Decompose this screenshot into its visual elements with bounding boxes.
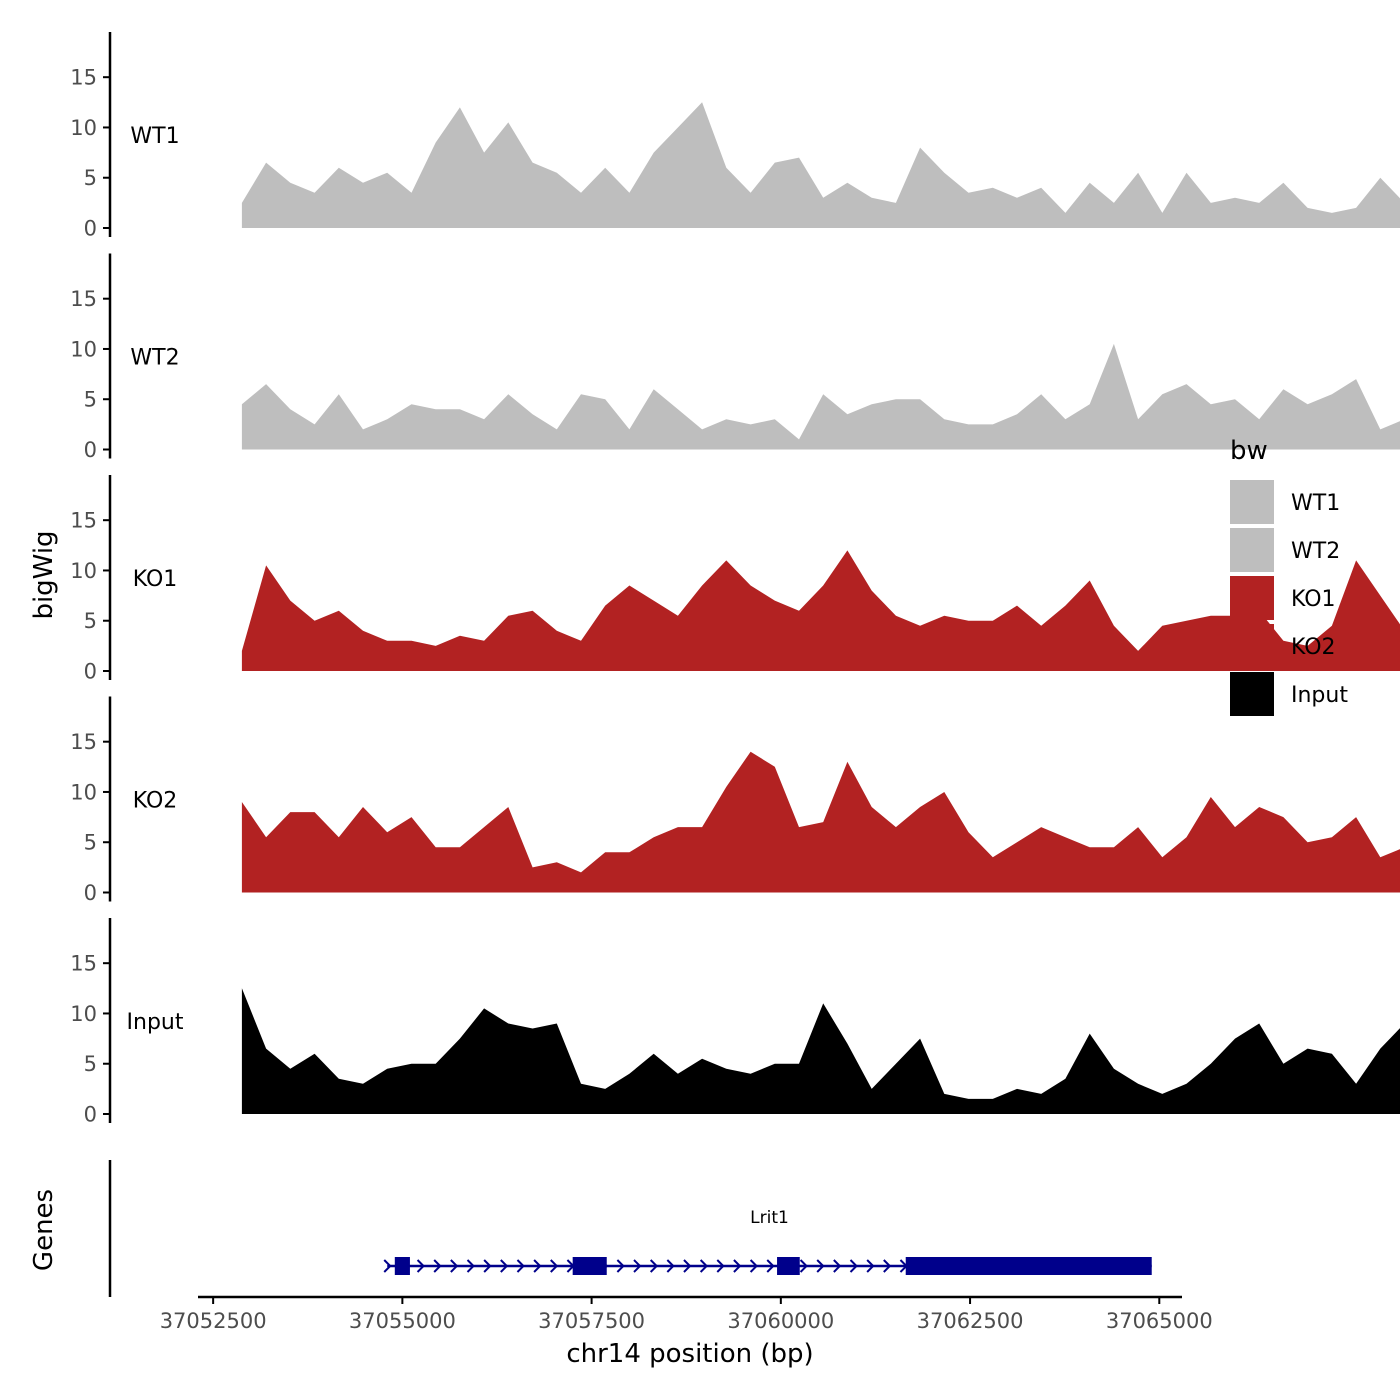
- x-tick-label: 37055000: [349, 1309, 456, 1333]
- legend-swatch-ko1: [1230, 576, 1274, 620]
- y-tick-label: 15: [70, 952, 97, 976]
- track-wt2: 0 5 10 15 WT2: [70, 253, 1400, 462]
- track-label: KO2: [133, 789, 178, 814]
- x-axis: 37052500 37055000 37057500 37060000 37062500…: [160, 1295, 1213, 1333]
- x-tick-label: 37062500: [917, 1309, 1024, 1333]
- strand-arrow: [733, 1259, 742, 1273]
- strand-arrow: [466, 1259, 475, 1273]
- strand-arrow: [633, 1259, 642, 1273]
- strand-arrow: [833, 1259, 842, 1273]
- track-ko1: 0 5 10 15 KO1: [70, 475, 1400, 684]
- strand-arrow: [416, 1259, 425, 1273]
- y-tick-label: 0: [84, 217, 97, 241]
- strand-arrow: [799, 1259, 808, 1273]
- strand-arrow: [450, 1259, 459, 1273]
- gene-exon: [777, 1257, 800, 1275]
- legend-label-ko1: KO1: [1291, 587, 1336, 612]
- strand-arrow: [616, 1259, 625, 1273]
- y-tick-label: 5: [84, 1052, 97, 1076]
- coverage-area-wt1: [241, 102, 1400, 228]
- y-axis-title: bigWig: [29, 530, 59, 619]
- strand-arrow: [533, 1259, 542, 1273]
- strand-arrow: [516, 1259, 525, 1273]
- gene-track: Lrit1: [108, 1160, 1152, 1297]
- coverage-tracks: 0 5 10 15 WT1 0 5 10 15 WT2 0 5 10 15 KO1 0 5 10 15 KO2 0 5 10…: [70, 32, 1400, 1127]
- y-tick-label: 15: [70, 287, 97, 311]
- strand-arrow: [550, 1259, 559, 1273]
- track-label: WT2: [130, 346, 179, 371]
- legend-label-wt1: WT1: [1291, 491, 1340, 516]
- legend-label-ko2: KO2: [1291, 635, 1336, 660]
- y-tick-label: 15: [70, 66, 97, 90]
- y-tick-label: 0: [84, 1103, 97, 1127]
- track-input: 0 5 10 15 Input: [70, 918, 1400, 1127]
- legend-title: bw: [1230, 436, 1268, 466]
- x-tick-label: 37065000: [1106, 1309, 1213, 1333]
- strand-arrow: [649, 1259, 659, 1273]
- strand-arrow: [699, 1259, 709, 1273]
- strand-arrow: [433, 1259, 442, 1273]
- strand-arrow: [500, 1259, 509, 1273]
- track-wt1: 0 5 10 15 WT1: [70, 32, 1400, 241]
- strand-arrow: [383, 1259, 392, 1273]
- strand-arrow: [749, 1259, 758, 1273]
- coverage-area-ko1: [241, 550, 1400, 671]
- x-tick-label: 37057500: [538, 1309, 645, 1333]
- track-label: Input: [127, 1010, 184, 1035]
- strand-arrow: [849, 1259, 858, 1273]
- y-tick-label: 10: [70, 559, 97, 583]
- strand-arrow: [766, 1259, 775, 1273]
- legend-swatch-input: [1230, 672, 1274, 716]
- y-tick-label: 10: [70, 116, 97, 140]
- strand-arrow: [666, 1259, 675, 1273]
- y-tick-label: 0: [84, 660, 97, 684]
- y-tick-label: 5: [84, 831, 97, 855]
- legend-swatch-ko2: [1230, 624, 1274, 668]
- genes-track-title: Genes: [29, 1189, 59, 1271]
- strand-arrow: [883, 1259, 892, 1273]
- legend-swatch-wt1: [1230, 480, 1274, 524]
- track-label: WT1: [130, 124, 179, 149]
- strand-arrow: [716, 1259, 725, 1273]
- y-tick-label: 10: [70, 780, 97, 804]
- y-tick-label: 10: [70, 337, 97, 361]
- coverage-area-ko2: [241, 751, 1400, 893]
- legend-label-input: Input: [1291, 683, 1348, 708]
- strand-arrow: [683, 1259, 692, 1273]
- y-tick-label: 15: [70, 730, 97, 754]
- gene-exon: [905, 1257, 1152, 1275]
- gene-exon: [394, 1257, 410, 1275]
- y-tick-label: 10: [70, 1002, 97, 1026]
- x-axis-title: chr14 position (bp): [566, 1339, 813, 1369]
- x-tick-label: 37052500: [160, 1309, 267, 1333]
- y-tick-label: 15: [70, 509, 97, 533]
- track-label: KO1: [133, 567, 178, 592]
- y-tick-label: 5: [84, 388, 97, 412]
- y-tick-label: 5: [84, 609, 97, 633]
- x-tick-label: 37060000: [727, 1309, 834, 1333]
- legend-swatch-wt2: [1230, 528, 1274, 572]
- gene-exon: [572, 1257, 607, 1275]
- y-tick-label: 0: [84, 881, 97, 905]
- coverage-area-input: [241, 988, 1400, 1114]
- legend: bw WT1 WT2 KO1 KO2 Input: [1230, 436, 1348, 716]
- legend-label-wt2: WT2: [1291, 539, 1340, 564]
- strand-arrow: [866, 1259, 875, 1273]
- gene-name-label: Lrit1: [750, 1208, 789, 1228]
- y-tick-label: 5: [84, 166, 97, 190]
- strand-arrow: [816, 1259, 825, 1273]
- strand-arrow: [483, 1259, 492, 1273]
- track-ko2: 0 5 10 15 KO2: [70, 696, 1400, 905]
- coverage-area-wt2: [241, 343, 1400, 450]
- y-tick-label: 0: [84, 438, 97, 462]
